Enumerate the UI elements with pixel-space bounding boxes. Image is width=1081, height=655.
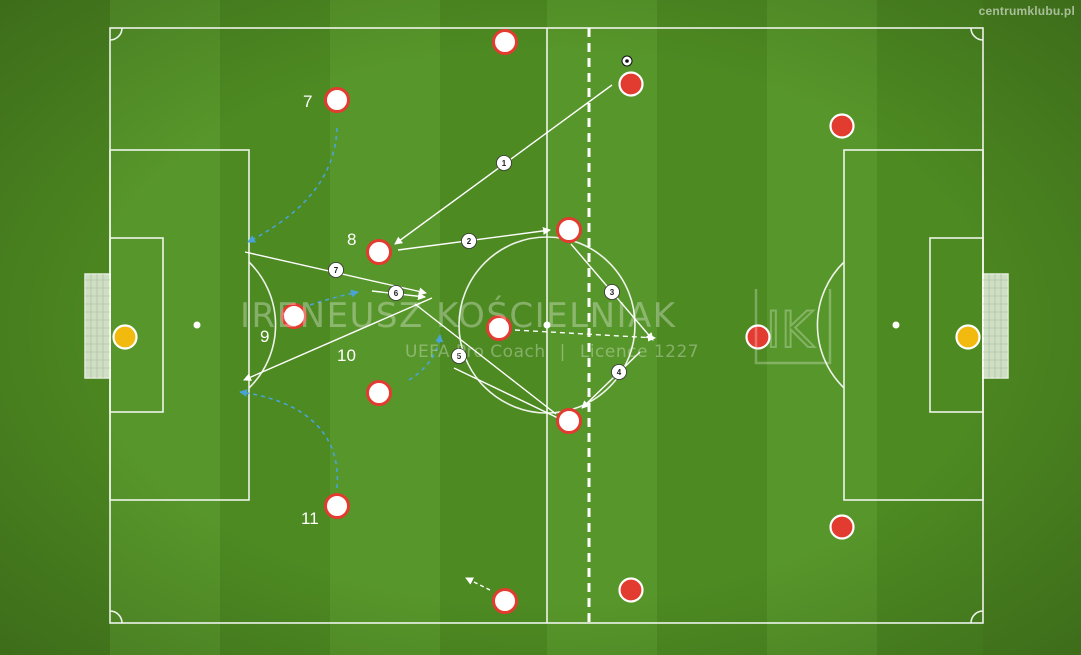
- player-label-8: 8: [347, 230, 357, 249]
- pass-marker-2: 2: [461, 233, 477, 249]
- player-attack-top-center: [492, 29, 518, 55]
- svg-text:2: 2: [467, 237, 472, 246]
- player-attack-10: [366, 380, 392, 406]
- credentials-separator: |: [559, 342, 566, 362]
- player-label-7: 7: [303, 92, 313, 111]
- move-10-arrow: [465, 577, 491, 591]
- coach-licence: Licence 1227: [579, 342, 700, 362]
- pass-5a-arrow: [414, 303, 557, 415]
- player-attack-7: [324, 87, 350, 113]
- svg-text:1: 1: [502, 159, 507, 168]
- pass-7b-arrow: [243, 297, 433, 381]
- goalkeepers: [112, 324, 981, 350]
- pass-marker-3: 3: [604, 284, 620, 300]
- player-attack-right-bottom: [556, 408, 582, 434]
- player-label-11: 11: [301, 509, 319, 528]
- svg-text:5: 5: [457, 352, 462, 361]
- svg-text:3: 3: [610, 288, 615, 297]
- run-path-10: [408, 334, 444, 381]
- run-path-7: [247, 127, 338, 243]
- run-path-9: [309, 289, 359, 306]
- ik-logo: IK: [754, 289, 832, 365]
- pass-marker-4: 4: [611, 364, 627, 380]
- player-defend-1: [618, 71, 644, 97]
- svg-text:4: 4: [617, 368, 622, 377]
- pitch-spots: [193, 321, 900, 329]
- pass-marker-6: 6: [388, 285, 404, 301]
- player-defend-5: [618, 577, 644, 603]
- player-defend-4: [829, 514, 855, 540]
- right-goal: [982, 273, 1009, 379]
- ball-icon: [621, 55, 633, 67]
- goalkeeper-left: [112, 324, 138, 350]
- svg-text:7: 7: [334, 266, 339, 275]
- pass-5b-arrow: [453, 367, 559, 419]
- attacking-players: [281, 29, 582, 614]
- player-defend-3: [745, 324, 771, 350]
- pass-marker-7: 7: [328, 262, 344, 278]
- pass-4-arrow: [581, 351, 641, 409]
- player-attack-9: [281, 303, 307, 329]
- player-attack-11: [324, 493, 350, 519]
- goalkeeper-right: [955, 324, 981, 350]
- defending-players: [618, 71, 855, 603]
- svg-text:IK: IK: [766, 301, 815, 359]
- site-watermark: centrumklubu.pl: [978, 4, 1075, 18]
- coach-credentials-watermark: UEFA Pro Coach | Licence 1227: [405, 342, 699, 362]
- player-attack-8: [366, 239, 392, 265]
- pass-marker-1: 1: [496, 155, 512, 171]
- coach-role: UEFA Pro Coach: [405, 342, 546, 362]
- player-attack-bottom-center: [492, 588, 518, 614]
- player-attack-right-top: [556, 217, 582, 243]
- player-attack-center: [486, 315, 512, 341]
- run-paths: [239, 127, 444, 489]
- run-path-11: [239, 388, 339, 489]
- pass-marker-5: 5: [451, 348, 467, 364]
- player-defend-2: [829, 113, 855, 139]
- left-goal: [84, 273, 111, 379]
- player-label-9: 9: [260, 327, 270, 346]
- player-label-10: 10: [337, 346, 356, 365]
- svg-text:6: 6: [394, 289, 399, 298]
- coach-name-watermark: IRENEUSZ KOŚCIELNIAK: [240, 296, 677, 336]
- pass-number-markers: 1 2 3 4 5 6 7: [328, 155, 627, 380]
